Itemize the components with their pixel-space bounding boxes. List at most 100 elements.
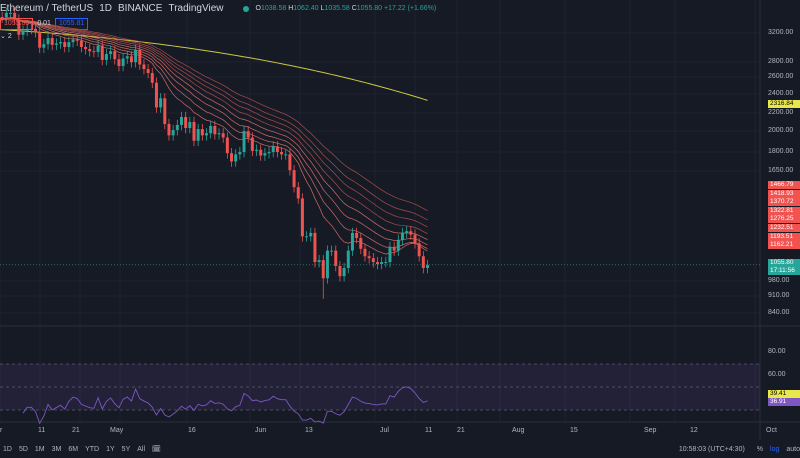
candle — [188, 121, 192, 129]
range-button-5y[interactable]: 5Y — [121, 445, 131, 453]
rsi-ma-label: 39.41 — [768, 390, 800, 398]
price-tick: 980.00 — [768, 277, 790, 284]
rsi-tick: 80.00 — [768, 348, 786, 355]
chart-header: Ethereum / TetherUS 1D BINANCE TradingVi… — [0, 3, 436, 14]
time-tick: 15 — [570, 427, 578, 434]
candle — [63, 42, 67, 47]
time-tick: Sep — [644, 427, 657, 434]
candle — [96, 45, 100, 52]
candle — [392, 246, 396, 251]
price-tick: 1650.00 — [768, 167, 794, 174]
candle — [246, 131, 250, 138]
candle — [234, 154, 238, 162]
candle — [309, 232, 313, 237]
candle — [146, 69, 150, 74]
indicator-toggle[interactable]: ⌄ 2 — [0, 33, 12, 40]
bar-countdown-label: 17:11:56 — [768, 267, 800, 275]
time-tick: Oct — [766, 427, 777, 434]
candle — [413, 234, 417, 244]
time-tick: Aug — [512, 427, 525, 434]
candle — [313, 232, 317, 263]
price-tick: 2600.00 — [768, 73, 794, 80]
candle — [250, 137, 254, 151]
candle — [334, 250, 338, 266]
range-button-1y[interactable]: 1Y — [106, 445, 115, 453]
candle — [371, 258, 375, 263]
candle — [138, 49, 142, 65]
candle — [213, 125, 217, 135]
candle — [21, 30, 25, 35]
range-button-3m[interactable]: 3M — [51, 445, 62, 453]
price-tick: 2400.00 — [768, 90, 794, 97]
sell-button[interactable]: 1055.80 — [0, 18, 34, 30]
time-tick: 13 — [305, 427, 313, 434]
spread: 0.01 — [37, 20, 51, 27]
log-toggle[interactable]: log — [770, 445, 780, 453]
ema-ribbon-line — [0, 18, 428, 234]
candle — [100, 45, 104, 60]
candle — [79, 40, 83, 47]
candle — [346, 250, 350, 268]
candle — [113, 51, 117, 60]
percent-toggle[interactable]: % — [756, 445, 764, 453]
range-button-5d[interactable]: 5D — [18, 445, 28, 453]
candle — [330, 250, 334, 252]
candle — [205, 133, 208, 136]
candle — [380, 262, 384, 265]
candle — [238, 152, 242, 155]
time-tick: Jun — [255, 427, 267, 434]
candle — [259, 149, 263, 156]
ohlc-values: O1038.58 H1062.40 L1035.58 C1055.80 +17.… — [255, 5, 437, 12]
candle — [388, 246, 392, 263]
candle — [317, 260, 321, 263]
source: TradingView — [168, 3, 224, 14]
candle — [367, 256, 371, 259]
candle — [263, 153, 267, 156]
candle — [255, 149, 259, 151]
candle — [34, 28, 38, 33]
price-tick: 2000.00 — [768, 127, 794, 134]
candle — [400, 232, 404, 240]
candle — [184, 116, 188, 129]
candle — [271, 146, 275, 153]
candle — [288, 154, 292, 171]
symbol-name[interactable]: Ethereum / TetherUS — [0, 3, 94, 14]
price-tick: 2200.00 — [768, 109, 794, 116]
candle — [296, 187, 300, 199]
bottom-toolbar: 1D 5D 1M 3M 6M YTD 1Y 5Y All 🗓 10:58:03 (UTC+4:3… — [0, 440, 800, 458]
range-button-all[interactable]: All — [137, 445, 146, 453]
range-button-1d[interactable]: 1D — [3, 445, 12, 453]
ma-value-label: 1276.25 — [768, 215, 800, 224]
candle — [384, 262, 388, 264]
candle — [71, 39, 75, 43]
ma-value-label: 1370.72 — [768, 198, 800, 207]
candle — [121, 58, 125, 67]
time-tick: 11 — [38, 427, 46, 434]
candle — [396, 239, 400, 251]
candle — [405, 231, 409, 233]
buy-button[interactable]: 1055.81 — [54, 18, 89, 30]
candle — [0, 17, 4, 19]
range-button-6m[interactable]: 6M — [68, 445, 79, 453]
interval[interactable]: 1D — [99, 3, 112, 14]
price-tick: 840.00 — [768, 309, 790, 316]
range-button-1m[interactable]: 1M — [34, 445, 45, 453]
time-tick: 21 — [72, 427, 80, 434]
clock[interactable]: 10:58:03 (UTC+4:30) — [678, 445, 745, 453]
auto-toggle[interactable]: auto — [786, 445, 800, 453]
candle — [230, 153, 234, 162]
ema-ribbon-line — [0, 17, 428, 249]
candle — [179, 116, 183, 125]
candle — [284, 154, 288, 156]
candle — [221, 133, 225, 138]
candle — [300, 198, 304, 237]
candle — [59, 42, 63, 44]
ema-ribbon-line — [0, 17, 428, 255]
range-button-ytd[interactable]: YTD — [85, 445, 100, 453]
date-range-icon[interactable]: 🗓 — [152, 446, 161, 453]
price-tick: 3200.00 — [768, 29, 794, 36]
time-tick: May — [110, 427, 124, 434]
candle — [275, 146, 279, 153]
candle — [375, 262, 379, 265]
